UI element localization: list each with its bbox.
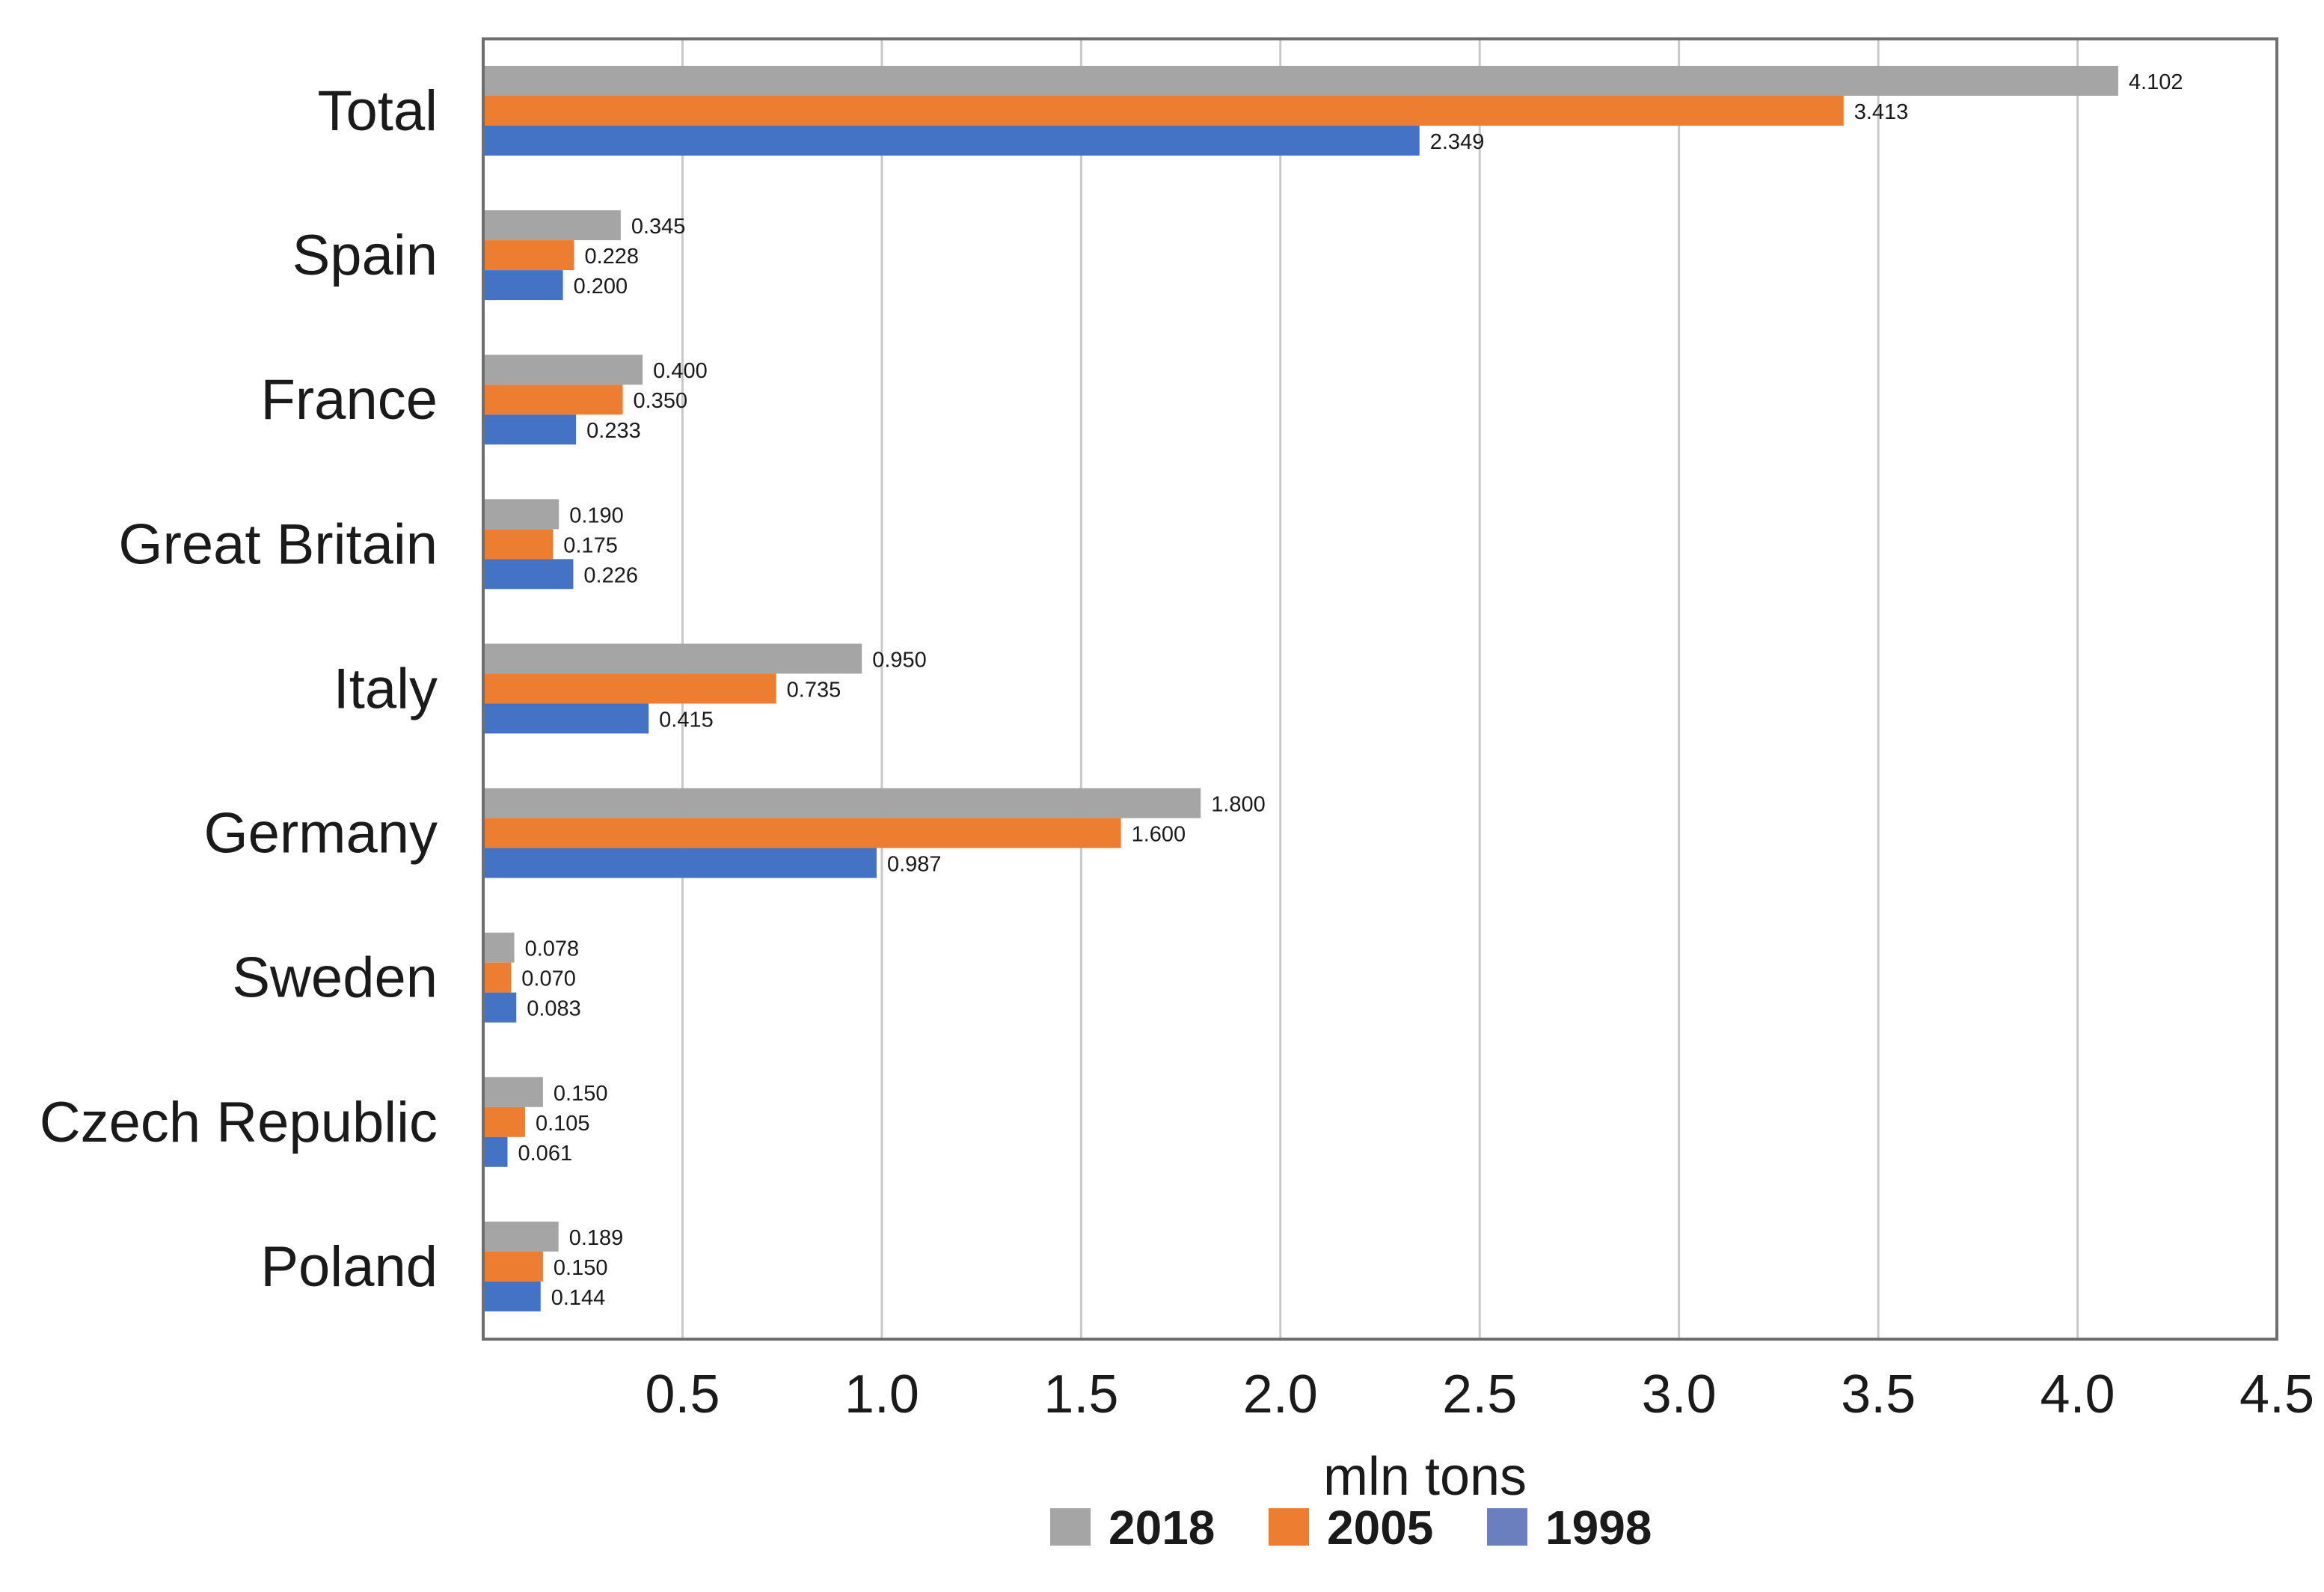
data-labels: 4.102 3.413 2.349 0.345 0.228 0.200 0.400 0.350… — [518, 70, 2183, 1310]
data-label: 0.144 — [551, 1286, 606, 1310]
bar-2005 — [483, 240, 574, 271]
legend: 2018 2005 1998 — [1050, 1501, 1652, 1555]
bars — [483, 66, 2118, 1311]
data-label: 0.735 — [787, 678, 841, 702]
bar-2018 — [483, 788, 1201, 818]
legend-label: 2018 — [1109, 1501, 1215, 1555]
x-axis-title: mln tons — [1323, 1447, 1527, 1507]
data-label: 0.345 — [631, 215, 686, 239]
category-label: France — [260, 368, 438, 432]
data-label: 0.200 — [574, 275, 628, 298]
bar-1998 — [483, 1281, 541, 1311]
data-label: 0.950 — [872, 648, 927, 672]
data-label: 0.400 — [653, 359, 708, 383]
x-tick-label: 2.5 — [1442, 1365, 1517, 1424]
bar-2005 — [483, 1106, 525, 1137]
x-tick-label: 3.5 — [1841, 1365, 1916, 1424]
data-label: 0.070 — [521, 967, 576, 991]
bar-2005 — [483, 818, 1121, 848]
data-label: 0.233 — [586, 419, 641, 443]
data-label: 0.189 — [569, 1226, 624, 1250]
category-label: Great Britain — [118, 512, 438, 576]
bar-2005 — [483, 385, 623, 415]
bar-2018 — [483, 210, 621, 241]
x-axis-tick-labels: 0.5 1.0 1.5 2.0 2.5 3.0 3.5 4.0 4.5 — [645, 1365, 2314, 1424]
data-label: 0.078 — [525, 937, 580, 961]
bar-2005 — [483, 1251, 543, 1282]
bar-2005 — [483, 962, 512, 993]
legend-swatch-2018 — [1050, 1508, 1091, 1546]
data-label: 0.226 — [583, 563, 638, 587]
bar-1998 — [483, 992, 517, 1023]
data-label: 0.150 — [554, 1256, 608, 1280]
bar-1998 — [483, 414, 577, 445]
data-label: 0.105 — [536, 1112, 590, 1136]
category-label: Czech Republic — [40, 1091, 438, 1154]
legend-label: 1998 — [1545, 1501, 1652, 1555]
data-label: 0.175 — [563, 533, 618, 557]
bar-2018 — [483, 1221, 559, 1252]
bar-2018 — [483, 499, 559, 530]
data-label: 0.228 — [584, 245, 639, 269]
category-label: Spain — [292, 224, 438, 287]
data-label: 1.800 — [1211, 793, 1266, 817]
data-label: 0.350 — [634, 389, 688, 413]
category-label: Sweden — [232, 946, 438, 1010]
x-tick-label: 1.0 — [844, 1365, 919, 1424]
x-tick-label: 4.0 — [2041, 1365, 2115, 1424]
data-label: 0.150 — [554, 1082, 608, 1106]
bar-2018 — [483, 932, 515, 963]
category-label: Italy — [334, 657, 438, 720]
bar-2018 — [483, 1077, 543, 1107]
data-label: 0.190 — [569, 503, 624, 527]
x-tick-label: 4.5 — [2239, 1365, 2314, 1424]
category-label: Germany — [203, 802, 438, 866]
bar-2005 — [483, 529, 554, 560]
x-tick-label: 3.0 — [1642, 1365, 1717, 1424]
data-label: 0.061 — [518, 1142, 573, 1166]
bar-1998 — [483, 559, 574, 590]
data-label: 1.600 — [1132, 823, 1186, 847]
category-label: Poland — [260, 1235, 438, 1299]
data-label: 3.413 — [1854, 100, 1909, 124]
data-label: 4.102 — [2129, 70, 2183, 94]
bar-1998 — [483, 126, 1420, 156]
x-tick-label: 2.0 — [1243, 1365, 1318, 1424]
data-label: 0.083 — [527, 997, 581, 1021]
category-label: Total — [317, 79, 438, 143]
legend-label: 2005 — [1327, 1501, 1433, 1555]
bar-2018 — [483, 643, 862, 674]
plot-area-border — [482, 37, 2278, 1341]
bar-2018 — [483, 66, 2118, 96]
bar-1998 — [483, 703, 649, 734]
bar-1998 — [483, 1136, 508, 1167]
bar-2018 — [483, 355, 643, 385]
category-labels: Total Spain France Great Britain Italy German… — [40, 79, 438, 1299]
bar-2005 — [483, 673, 776, 704]
legend-swatch-2005 — [1269, 1508, 1309, 1546]
data-label: 0.415 — [659, 708, 714, 732]
bar-1998 — [483, 270, 563, 301]
bar-1998 — [483, 848, 877, 878]
data-label: 2.349 — [1430, 130, 1485, 154]
x-tick-label: 1.5 — [1043, 1365, 1118, 1424]
bar-2005 — [483, 96, 1844, 126]
legend-swatch-1998 — [1487, 1508, 1527, 1546]
gridlines — [681, 39, 2079, 1339]
x-tick-label: 0.5 — [645, 1365, 720, 1424]
data-label: 0.987 — [887, 853, 942, 877]
